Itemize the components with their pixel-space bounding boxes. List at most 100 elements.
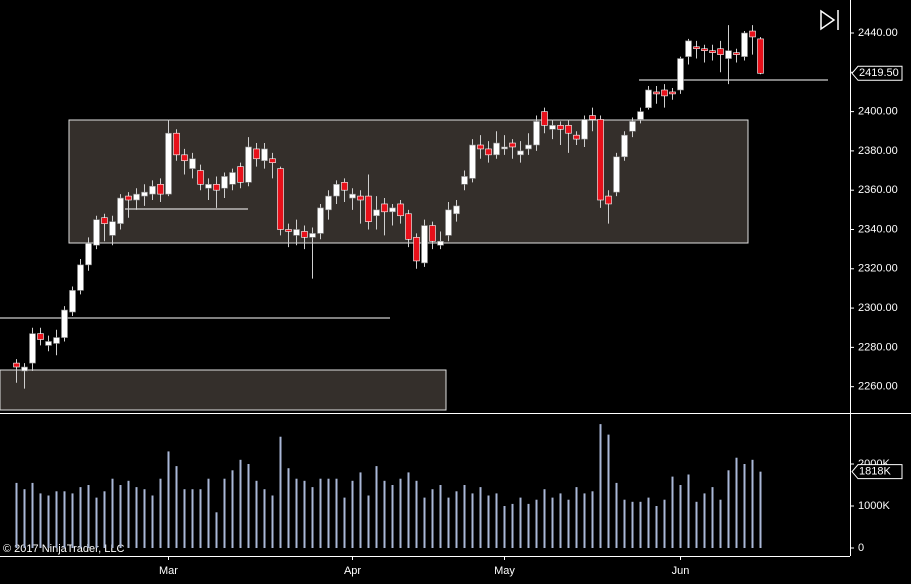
candle-body [189, 158, 196, 169]
candle-body [77, 264, 84, 291]
volume-tick-label: 0 [858, 542, 864, 554]
candle-body [357, 195, 364, 201]
x-tick-label: Apr [344, 565, 361, 577]
candle-body [365, 195, 372, 222]
candle-body [421, 225, 428, 264]
candle-body [13, 362, 20, 368]
candle-body [157, 183, 164, 195]
candle-body [677, 58, 684, 91]
candle-body [645, 89, 652, 108]
candle-body [93, 219, 100, 246]
y-tick-label: 2380.00 [858, 145, 898, 157]
candle-body [229, 172, 236, 185]
candle-body [429, 225, 436, 242]
zone [0, 369, 447, 411]
y-tick-label: 2400.00 [858, 106, 898, 118]
current-price-label: 2419.50 [859, 67, 899, 79]
candle-body [413, 237, 420, 262]
x-tick-label: Jun [672, 565, 690, 577]
candle-body [149, 185, 156, 195]
candle-body [453, 205, 460, 215]
candle-body [221, 176, 228, 189]
current-volume-label: 1818K [859, 466, 891, 478]
candle-body [237, 166, 244, 183]
candle-body [53, 337, 60, 344]
candle-body [373, 209, 380, 217]
candle-body [245, 146, 252, 183]
candle-body [757, 38, 764, 74]
candle-body [253, 148, 260, 160]
candle-body [285, 229, 292, 232]
y-tick-label: 2300.00 [858, 302, 898, 314]
candle-body [133, 193, 140, 201]
candle-body [613, 156, 620, 193]
candle-body [685, 40, 692, 57]
candle-body [69, 290, 76, 313]
x-tick-label: Mar [159, 565, 178, 577]
y-tick-label: 2440.00 [858, 27, 898, 39]
candle-body [301, 231, 308, 238]
candle-body [317, 207, 324, 234]
candle-body [485, 148, 492, 156]
candle-body [517, 150, 524, 156]
candle-body [349, 193, 356, 199]
y-tick-label: 2360.00 [858, 184, 898, 196]
candle-body [661, 89, 668, 97]
candle-body [565, 125, 572, 134]
candle-body [541, 111, 548, 126]
candle-body [29, 333, 36, 364]
candle-body [45, 341, 52, 346]
candle-body [605, 195, 612, 205]
candle-body [581, 119, 588, 140]
candle-body [213, 183, 220, 191]
current-volume-box [851, 464, 903, 480]
candle-body [101, 217, 108, 224]
y-tick-label: 2340.00 [858, 223, 898, 235]
candle-body [125, 195, 132, 201]
candle-body [381, 203, 388, 213]
candle-body [557, 125, 564, 130]
candle-body [325, 195, 332, 211]
candle-body [477, 144, 484, 150]
candle-body [437, 240, 444, 246]
candle-body [397, 203, 404, 217]
candle-body [549, 125, 556, 130]
candle-body [277, 168, 284, 230]
candle-body [165, 132, 172, 195]
current-price-box [851, 65, 903, 81]
candle-body [261, 148, 268, 162]
candle-body [629, 121, 636, 132]
candle-body [501, 146, 508, 150]
candle-body [725, 50, 732, 59]
candle-body [597, 119, 604, 201]
candle-body [637, 111, 644, 120]
candle-body [733, 52, 740, 55]
candle-body [61, 309, 68, 338]
candle-body [653, 91, 660, 95]
candle-body [693, 46, 700, 50]
candle-body [309, 233, 316, 238]
candle-body [37, 333, 44, 340]
candle-body [701, 48, 708, 51]
candle-body [405, 213, 412, 240]
y-tick-label: 2280.00 [858, 341, 898, 353]
candle-body [589, 115, 596, 120]
candle-body [85, 242, 92, 266]
candle-body [389, 207, 396, 213]
y-tick-label: 2260.00 [858, 381, 898, 393]
candle-body [141, 191, 148, 197]
scroll-end-icon[interactable] [820, 9, 839, 31]
candle-body [341, 182, 348, 191]
candle-body [493, 142, 500, 156]
candle-body [445, 209, 452, 236]
candle-body [509, 142, 516, 148]
y-tick-label: 2320.00 [858, 263, 898, 275]
candle-body [621, 134, 628, 158]
candle-body [461, 176, 468, 185]
candle-body [181, 154, 188, 162]
candle-body [21, 366, 28, 372]
candle-body [205, 183, 212, 189]
candle-body [293, 229, 300, 236]
